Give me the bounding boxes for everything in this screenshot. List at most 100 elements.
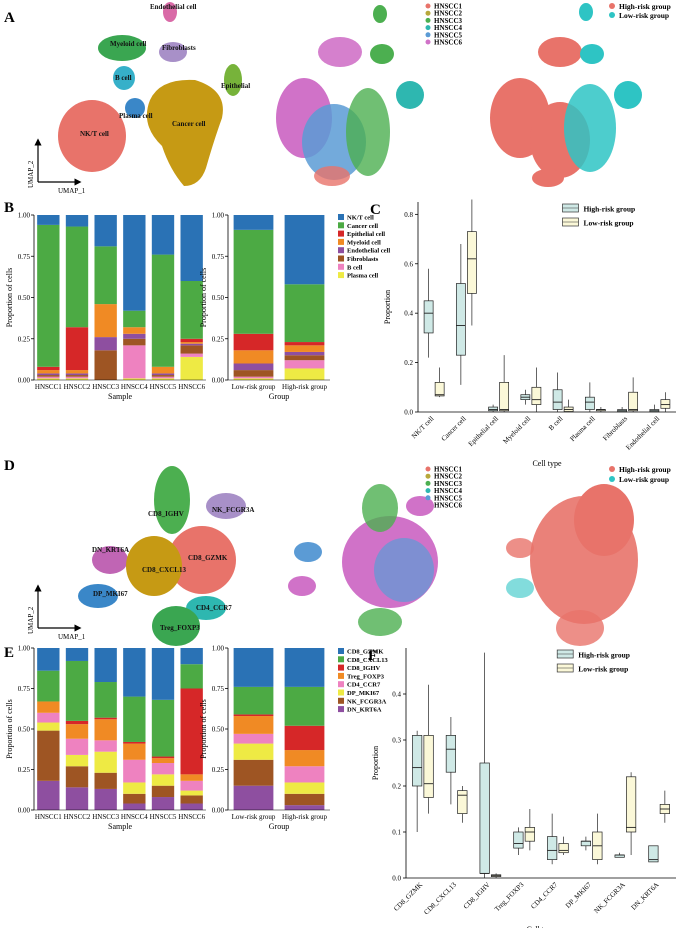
bar-dp-mki67-hnscc4: [123, 782, 146, 794]
legend-dot-hnscc2: [425, 10, 431, 16]
panel-label-f: F: [368, 648, 377, 664]
umap-a-clusters: [58, 2, 242, 186]
bar-dp-mki67-hnscc5: [151, 774, 175, 786]
y-tick-label: 0.25: [18, 335, 31, 343]
cluster-fibroblasts: [159, 42, 187, 62]
x-tick-label: HNSCC2: [64, 383, 91, 391]
bar-treg-foxp3-hnscc1: [37, 701, 60, 713]
y-tick-label: 0.25: [18, 766, 31, 774]
legend-swatch-plasma-cell: [338, 272, 344, 279]
cluster-epithelial: [224, 64, 242, 96]
bar-plasma-cell-hnscc6: [180, 356, 203, 380]
legend-label-nk-t-cell: NK/T cell: [347, 215, 374, 222]
x-tick-label: CD4_CCR7: [529, 880, 559, 910]
umap-y-label-d: UMAP_2: [27, 606, 35, 634]
bar-myeloid-cell-hnscc6: [180, 342, 203, 344]
umap-d-clusters: [78, 466, 246, 646]
bar-cd8-gzmk-hnscc2: [65, 648, 89, 661]
umap-a-samples: [276, 5, 424, 186]
cluster-plasma: [125, 98, 145, 118]
y-tick-label: 1.00: [18, 645, 31, 653]
y-tick-label: 0.50: [212, 726, 225, 734]
bar-myeloid-cell-hnscc3: [94, 304, 117, 338]
label-myeloid: Myeloid cell: [110, 40, 146, 48]
bar-cd4-ccr7-hnscc2: [65, 738, 89, 755]
bar-cd8-cxcl13-hnscc3: [94, 682, 117, 718]
bar-b-cell-high-risk-group: [284, 360, 325, 369]
legend-label-nk-fcgr3a: NK_FCGR3A: [347, 698, 387, 705]
legend-a-low: Low-risk group: [619, 11, 669, 20]
bar-cd8-cxcl13-hnscc1: [37, 670, 60, 702]
bar-endothelial-cell-hnscc5: [151, 373, 175, 376]
bar-cd8-ighv-hnscc6: [180, 688, 203, 775]
y-tick-label: 0.50: [212, 294, 225, 302]
box-high-cd8-ighv: [479, 762, 490, 874]
bar-cd4-ccr7-high-risk-group: [284, 766, 325, 783]
bar-treg-foxp3-hnscc2: [65, 724, 89, 739]
bar-nk-fcgr3a-hnscc6: [180, 795, 203, 804]
box-high-nk-t-cell: [423, 300, 434, 334]
bar-cd8-ighv-low-risk-group: [233, 714, 274, 717]
bar-fibroblasts-hnscc2: [65, 375, 89, 377]
bar-dp-mki67-high-risk-group: [284, 782, 325, 794]
y-tick-label: 0.2: [404, 359, 413, 367]
bar-cd8-cxcl13-hnscc2: [65, 660, 89, 721]
legend-label-high: High-risk group: [583, 205, 635, 214]
y-tick-label: 0.4: [404, 310, 413, 318]
x-tick-label: Low-risk group: [232, 813, 276, 821]
bar-dn-krt6a-hnscc3: [94, 788, 117, 810]
legend-a-groups: High-risk group Low-risk group: [609, 2, 671, 20]
bar-cd8-cxcl13-hnscc6: [180, 664, 203, 689]
bar-fibroblasts-low-risk-group: [233, 370, 274, 377]
bar-fibroblasts-hnscc1: [37, 375, 60, 377]
x-tick-label: HNSCC5: [150, 813, 177, 821]
box-high-cd8-gzmk: [412, 735, 423, 787]
legend-swatch-cd8-gzmk: [338, 648, 344, 654]
cluster-myeloid: [98, 35, 146, 61]
bar-cd8-gzmk-hnscc1: [37, 648, 60, 671]
x-tick-label: HNSCC4: [121, 383, 148, 391]
legend-swatch-b-cell: [338, 263, 344, 270]
bar-cd4-ccr7-hnscc6: [180, 780, 203, 791]
x-tick-label: DN_KRT6A: [630, 881, 661, 912]
bar-plasma-cell-hnscc5: [151, 378, 175, 380]
bar-b-cell-low-risk-group: [233, 376, 274, 379]
legend-label-low: Low-risk group: [583, 219, 633, 228]
bar-epithelial-cell-low-risk-group: [233, 333, 274, 351]
bar-endothelial-cell-hnscc2: [65, 373, 89, 376]
bar-dp-mki67-hnscc3: [94, 751, 117, 773]
x-tick-label: HNSCC1: [35, 383, 62, 391]
legend-swatch-nk-fcgr3a: [338, 697, 344, 704]
legend-swatch-cd8-cxcl13: [338, 656, 344, 663]
panel-d-umaps: CD8_IGHV NK_FCGR3A DN_KRT6A CD8_GZMK CD8…: [27, 465, 671, 646]
bar-cd8-cxcl13-high-risk-group: [284, 686, 325, 726]
box-low-cd8-gzmk: [423, 735, 434, 798]
bar-treg-foxp3-low-risk-group: [233, 716, 274, 734]
bar-cd8-gzmk-hnscc6: [180, 648, 203, 665]
x-tick-label: High-risk group: [282, 813, 327, 821]
box-high-dn-krt6a: [648, 845, 659, 863]
bar-myeloid-cell-hnscc4: [123, 327, 146, 334]
bar-nk-fcgr3a-low-risk-group: [233, 759, 274, 786]
bar-endothelial-cell-hnscc1: [37, 373, 60, 376]
bar-cancer-cell-hnscc1: [37, 224, 60, 367]
bar-cd8-cxcl13-hnscc5: [151, 699, 175, 757]
bar-dp-mki67-hnscc1: [37, 722, 60, 731]
x-tick-label: Treg_FOXP3: [493, 880, 526, 913]
umap-x-label-a: UMAP_1: [58, 187, 86, 195]
bar-cd4-ccr7-low-risk-group: [233, 733, 274, 744]
x-axis-label: Sample: [108, 392, 132, 401]
bar-cancer-cell-hnscc3: [94, 246, 117, 305]
legend-label-fibroblasts: Fibroblasts: [347, 256, 379, 263]
legend-label-cd4-ccr7: CD4_CCR7: [347, 682, 381, 689]
bar-cd8-gzmk-hnscc4: [123, 648, 146, 697]
bar-dn-krt6a-hnscc4: [123, 803, 146, 810]
label-cd4-ccr7: CD4_CCR7: [196, 604, 232, 612]
y-axis-label: Proportion of cells: [5, 699, 14, 759]
bar-dp-mki67-low-risk-group: [233, 743, 274, 760]
bar-dn-krt6a-hnscc1: [37, 780, 60, 810]
box-low-epithelial-cell: [499, 382, 510, 412]
